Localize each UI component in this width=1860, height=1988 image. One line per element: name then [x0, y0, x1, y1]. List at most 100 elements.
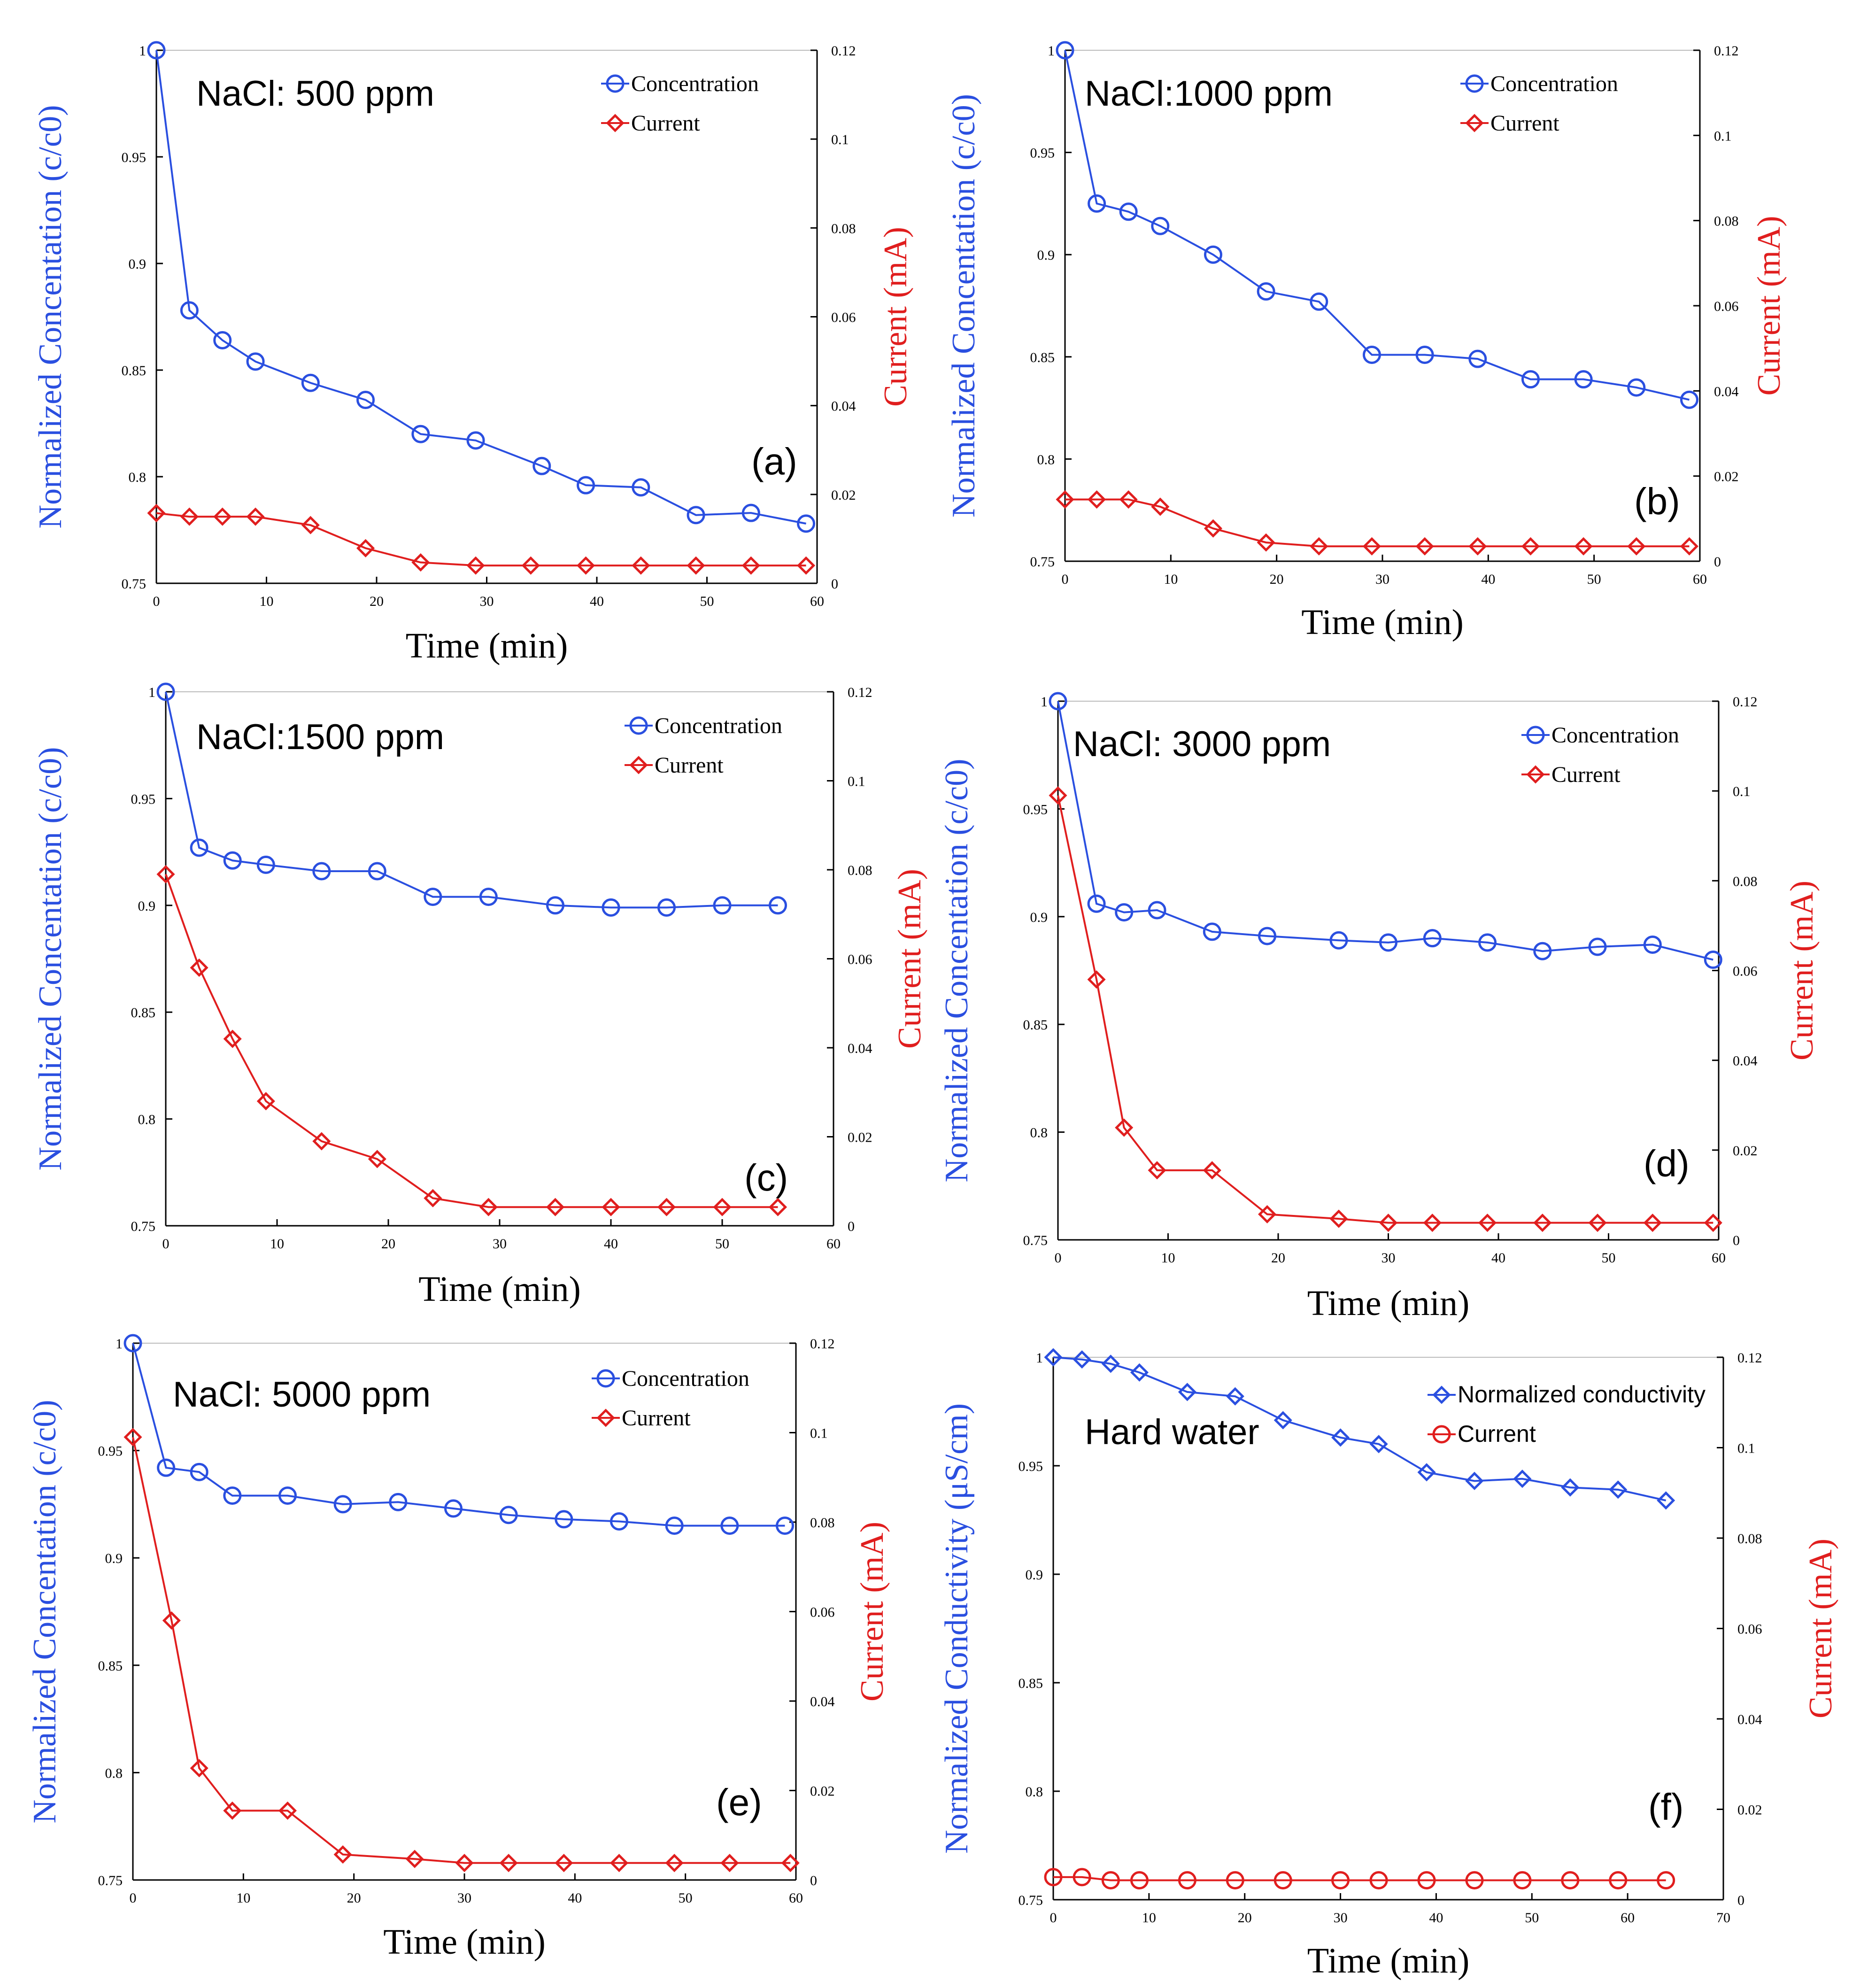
data-point: [665, 1516, 684, 1535]
x-tick-label: 60: [789, 1890, 803, 1906]
series-line-0: [132, 1343, 785, 1527]
data-point: [1178, 1871, 1196, 1890]
panel-title: NaCl:1500 ppm: [196, 717, 444, 757]
data-point: [356, 391, 375, 410]
y2-tick-label: 0.12: [1737, 1350, 1762, 1366]
data-point: [1468, 349, 1487, 368]
y2-axis-title: Current (mA): [1784, 881, 1820, 1060]
data-point: [1088, 194, 1106, 213]
data-point: [1704, 951, 1722, 969]
x-tick-label: 40: [604, 1236, 618, 1252]
y2-tick-label: 0.08: [848, 863, 872, 878]
data-point: [123, 1334, 142, 1353]
data-point: [246, 352, 265, 371]
data-point: [1362, 537, 1381, 556]
data-point: [123, 1428, 142, 1447]
data-point: [1044, 1868, 1063, 1887]
x-tick-label: 30: [1381, 1250, 1396, 1266]
data-point: [775, 1516, 794, 1535]
y-tick-label: 0.8: [138, 1112, 156, 1128]
y-tick-label: 0.8: [1037, 452, 1055, 467]
data-point: [156, 865, 175, 884]
x-tick-label: 60: [826, 1236, 841, 1252]
data-point: [1417, 1463, 1436, 1482]
legend-marker: [1465, 74, 1484, 93]
y2-tick-label: 0.08: [810, 1515, 835, 1531]
panel-title: Hard water: [1085, 1412, 1259, 1452]
data-point: [157, 1458, 176, 1477]
x-tick-label: 20: [1270, 572, 1284, 587]
data-point: [466, 556, 485, 575]
y2-axis-title: Current (mA): [854, 1522, 890, 1702]
data-point: [521, 556, 540, 575]
data-point: [1417, 1871, 1436, 1890]
data-point: [546, 896, 564, 915]
data-point: [610, 1512, 628, 1531]
data-point: [769, 896, 787, 915]
y2-tick-label: 0.02: [1714, 469, 1739, 485]
panel-letter: (b): [1634, 480, 1680, 522]
data-point: [1226, 1387, 1244, 1406]
data-point: [1379, 1214, 1398, 1232]
panel-title: NaCl:1000 ppm: [1085, 74, 1333, 114]
y2-axis-title: Current (mA): [1751, 216, 1787, 396]
panel-letter: (a): [751, 441, 797, 482]
data-point: [555, 1854, 573, 1872]
data-point: [1513, 1470, 1532, 1488]
data-point: [1369, 1871, 1388, 1890]
data-point: [741, 503, 760, 522]
data-point: [333, 1845, 352, 1864]
y2-tick-label: 0.06: [1714, 299, 1739, 314]
data-point: [1310, 292, 1328, 311]
y2-tick-label: 0.02: [810, 1784, 835, 1799]
x-tick-label: 0: [1055, 1250, 1062, 1266]
data-point: [1204, 245, 1222, 264]
panel-b: 0 10 20 30 40 50 600.750.80.850.90.95100.020.0…: [946, 41, 1787, 642]
data-point: [312, 1132, 331, 1151]
y-tick-label: 0.9: [1037, 248, 1055, 263]
legend-marker: [1465, 114, 1484, 132]
y-axis-title: Normalized Concentation (c/c0): [32, 747, 69, 1171]
y2-tick-label: 0.04: [831, 399, 856, 414]
y2-tick-label: 0.08: [1737, 1531, 1762, 1547]
data-point: [405, 1849, 424, 1868]
data-point: [1331, 1871, 1350, 1890]
panel-letter: (f): [1648, 1786, 1684, 1828]
y2-tick-label: 0.06: [831, 310, 856, 325]
y-tick-label: 0.85: [1030, 350, 1055, 365]
data-point: [256, 855, 275, 874]
panel-c: 0 10 20 30 40 50 600.750.80.850.90.95100.020.0…: [32, 682, 928, 1309]
y2-tick-label: 0: [848, 1219, 855, 1234]
y-tick-label: 0.95: [1030, 146, 1055, 161]
x-tick-label: 10: [1161, 1250, 1175, 1266]
data-point: [424, 888, 442, 906]
y-axis-title: Normalized Conductivity (μS/cm): [939, 1403, 975, 1854]
data-point: [1257, 282, 1275, 301]
y-tick-label: 1: [1041, 694, 1048, 710]
y-tick-label: 0.9: [105, 1551, 123, 1566]
data-point: [1115, 1118, 1134, 1137]
data-point: [665, 1854, 684, 1872]
legend-marker: [596, 1369, 615, 1388]
data-point: [1415, 345, 1434, 364]
series-line-1: [165, 874, 778, 1208]
data-point: [1478, 933, 1497, 952]
data-point: [499, 1854, 518, 1872]
data-point: [1073, 1350, 1091, 1369]
y-tick-label: 0.75: [122, 576, 147, 592]
y2-tick-label: 0.1: [848, 774, 865, 789]
data-point: [1369, 1435, 1388, 1454]
data-point: [713, 896, 732, 915]
y-tick-label: 0.95: [131, 791, 156, 807]
data-point: [1362, 345, 1381, 364]
data-point: [1627, 378, 1646, 397]
data-point: [147, 41, 166, 60]
data-point: [657, 1198, 676, 1216]
data-point: [1119, 202, 1138, 221]
x-tick-label: 50: [1587, 572, 1601, 587]
y2-tick-label: 0.02: [1733, 1143, 1758, 1159]
data-point: [479, 1198, 498, 1216]
data-point: [1130, 1871, 1149, 1890]
y2-tick-label: 0.06: [1737, 1622, 1762, 1637]
data-point: [1521, 537, 1540, 556]
